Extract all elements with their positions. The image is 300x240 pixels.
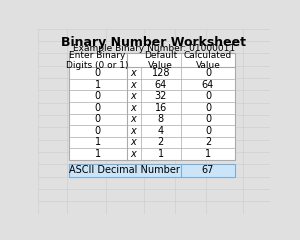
Bar — [68, 54, 235, 160]
Text: 0: 0 — [94, 114, 100, 124]
Text: x: x — [131, 114, 137, 124]
Text: ASCII Decimal Number: ASCII Decimal Number — [69, 165, 180, 175]
Text: 1: 1 — [158, 149, 164, 159]
Text: 16: 16 — [154, 103, 167, 113]
Text: Enter Binary
Digits (0 or 1): Enter Binary Digits (0 or 1) — [66, 51, 129, 70]
Text: 1: 1 — [94, 80, 100, 90]
Text: 67: 67 — [202, 165, 214, 175]
Text: 32: 32 — [154, 91, 167, 101]
Text: 0: 0 — [205, 103, 211, 113]
Text: 1: 1 — [205, 149, 211, 159]
Text: 64: 64 — [202, 80, 214, 90]
Text: 0: 0 — [205, 68, 211, 78]
Text: Default
Value: Default Value — [144, 51, 177, 70]
Text: Calculated
Value: Calculated Value — [184, 51, 232, 70]
Text: 128: 128 — [152, 68, 170, 78]
Text: 8: 8 — [158, 114, 164, 124]
Text: x: x — [131, 68, 137, 78]
Bar — [68, 163, 235, 177]
Text: 0: 0 — [94, 126, 100, 136]
Bar — [68, 54, 235, 160]
Text: x: x — [131, 103, 137, 113]
Text: x: x — [131, 126, 137, 136]
Text: 1: 1 — [94, 149, 100, 159]
Text: x: x — [131, 80, 137, 90]
Text: Binary Number Worksheet: Binary Number Worksheet — [61, 36, 246, 49]
Text: Example Binary Number: 01000011: Example Binary Number: 01000011 — [73, 44, 235, 53]
Text: 0: 0 — [94, 91, 100, 101]
Text: 4: 4 — [158, 126, 164, 136]
Text: 1: 1 — [94, 137, 100, 147]
Text: 2: 2 — [205, 137, 211, 147]
Text: 0: 0 — [205, 126, 211, 136]
Text: 64: 64 — [154, 80, 167, 90]
Text: x: x — [131, 149, 137, 159]
Text: 0: 0 — [205, 114, 211, 124]
Text: 2: 2 — [158, 137, 164, 147]
Text: 0: 0 — [94, 68, 100, 78]
Text: 0: 0 — [94, 103, 100, 113]
Text: x: x — [131, 91, 137, 101]
Text: 0: 0 — [205, 91, 211, 101]
Text: x: x — [131, 137, 137, 147]
